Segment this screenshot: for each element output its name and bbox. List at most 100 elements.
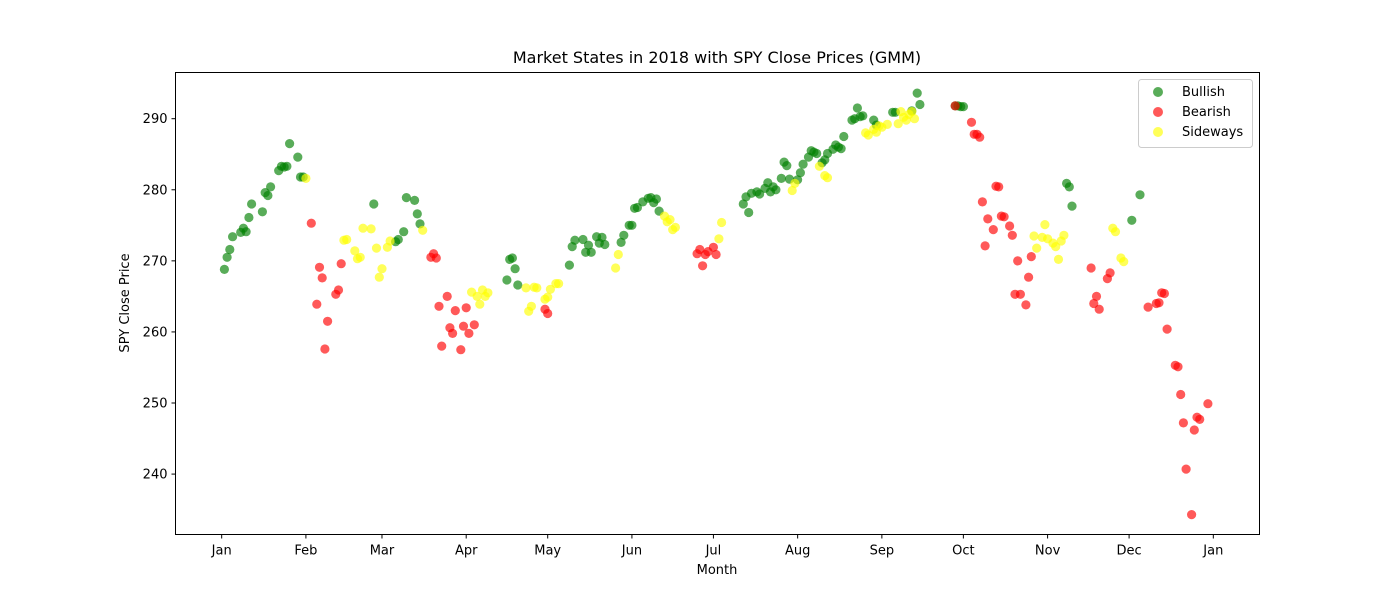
point-sideways <box>532 283 542 293</box>
point-bullish <box>228 232 238 242</box>
x-tick-label: Mar <box>370 544 395 559</box>
point-bullish <box>912 88 922 98</box>
point-bullish <box>412 209 422 219</box>
point-bearish <box>698 261 708 271</box>
point-bearish <box>972 129 982 139</box>
point-sideways <box>787 185 797 196</box>
point-bullish <box>257 207 267 217</box>
point-bearish <box>543 308 553 319</box>
point-bearish <box>448 328 458 338</box>
point-sideways <box>1119 257 1129 267</box>
point-bearish <box>1195 414 1205 424</box>
point-bearish <box>1015 289 1025 299</box>
point-bullish <box>619 230 629 240</box>
point-bullish <box>507 253 517 263</box>
point-bearish <box>711 249 721 260</box>
point-bearish <box>1154 298 1164 308</box>
point-sideways <box>822 173 833 183</box>
point-bullish <box>502 275 512 285</box>
point-bearish <box>1021 300 1031 310</box>
point-bearish <box>1105 268 1115 278</box>
point-bullish <box>225 244 235 255</box>
point-sideways <box>418 225 428 235</box>
point-bullish <box>627 220 637 230</box>
point-sideways <box>475 299 485 309</box>
point-sideways <box>371 243 382 253</box>
point-sideways <box>377 264 387 274</box>
point-bullish <box>570 235 580 245</box>
point-bullish <box>776 173 786 183</box>
legend-box <box>1138 79 1253 148</box>
point-sideways <box>670 222 681 232</box>
point-sideways <box>554 279 564 289</box>
point-bearish <box>1026 252 1036 262</box>
point-bearish <box>320 344 330 354</box>
point-bearish <box>1086 263 1096 273</box>
point-bullish <box>795 168 806 178</box>
point-bullish <box>564 260 575 270</box>
y-axis: 240 250 260 270 280 290 <box>143 112 176 483</box>
point-bearish <box>450 306 460 316</box>
point-sideways <box>1059 230 1069 240</box>
point-bullish <box>1135 190 1145 200</box>
points-layer <box>219 88 1213 520</box>
point-sideways <box>483 288 493 298</box>
x-tick-label: Sep <box>870 544 895 559</box>
y-tick-label: 240 <box>143 468 168 483</box>
x-axis-label: Month <box>697 563 738 578</box>
point-bullish <box>651 194 662 204</box>
point-bullish <box>222 252 232 262</box>
point-sideways <box>1029 231 1039 241</box>
point-bearish <box>1178 418 1188 428</box>
point-sideways <box>366 224 376 234</box>
point-bullish <box>399 227 409 237</box>
point-bullish <box>958 102 969 112</box>
point-bullish <box>616 237 626 247</box>
point-bearish <box>431 253 441 263</box>
point-bearish <box>980 241 990 251</box>
point-bearish <box>1181 464 1191 474</box>
point-bullish <box>369 199 379 209</box>
point-sideways <box>526 301 537 311</box>
point-bullish <box>915 99 925 110</box>
point-bearish <box>1203 399 1213 409</box>
point-bullish <box>510 264 520 274</box>
point-bearish <box>314 262 325 272</box>
point-bullish <box>836 144 846 154</box>
point-sideways <box>350 246 360 256</box>
point-bullish <box>1127 215 1137 225</box>
point-bullish <box>583 240 594 250</box>
point-bearish <box>708 242 719 252</box>
point-sideways <box>301 173 311 183</box>
point-bullish <box>293 152 303 162</box>
point-bullish <box>586 247 596 257</box>
y-tick-label: 250 <box>143 397 168 412</box>
point-bearish <box>464 328 474 338</box>
x-tick-label: Jan <box>211 544 232 559</box>
point-bearish <box>1013 256 1023 266</box>
point-bearish <box>988 225 998 235</box>
point-bullish <box>1064 182 1074 192</box>
point-bearish <box>306 218 316 228</box>
point-sideways <box>385 236 395 246</box>
point-bullish <box>744 207 754 218</box>
point-sideways <box>358 223 368 233</box>
point-bearish <box>1005 221 1015 231</box>
point-bullish <box>263 190 273 201</box>
point-bearish <box>983 214 993 224</box>
point-sideways <box>1040 220 1050 230</box>
point-bullish <box>839 131 849 142</box>
y-tick-label: 280 <box>143 183 168 198</box>
legend-label-bearish: Bearish <box>1182 105 1231 120</box>
point-sideways <box>665 215 675 225</box>
point-sideways <box>613 249 623 260</box>
chart-title: Market States in 2018 with SPY Close Pri… <box>513 48 921 67</box>
point-bearish <box>977 197 988 207</box>
point-sideways <box>611 263 621 273</box>
point-bearish <box>333 285 344 295</box>
point-bullish <box>578 234 588 245</box>
point-sideways <box>355 252 365 262</box>
legend-label-bullish: Bullish <box>1182 85 1225 100</box>
point-bearish <box>469 320 479 330</box>
point-bearish <box>950 101 960 111</box>
